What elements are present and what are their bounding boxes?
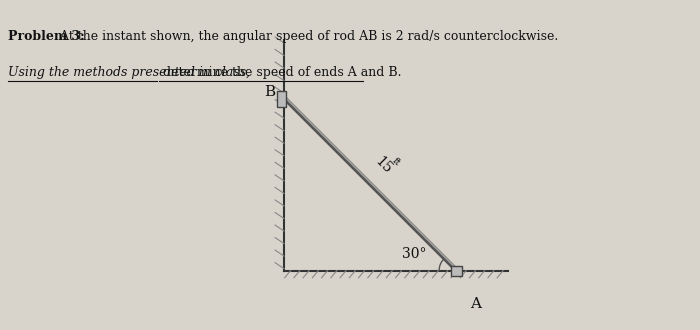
Text: B: B (265, 85, 276, 99)
FancyBboxPatch shape (451, 266, 462, 276)
Text: Using the methods presented in class,: Using the methods presented in class, (8, 66, 251, 79)
Text: 15: 15 (372, 154, 394, 176)
Text: 30°: 30° (402, 247, 426, 261)
Text: At the instant shown, the angular speed of rod AB is 2 rad/s counterclockwise.: At the instant shown, the angular speed … (56, 30, 559, 43)
FancyBboxPatch shape (277, 91, 286, 107)
Text: Problem 3:: Problem 3: (8, 30, 85, 43)
Text: determine the speed of ends A and B.: determine the speed of ends A and B. (159, 66, 401, 79)
Text: ft: ft (391, 156, 402, 168)
Text: A: A (470, 297, 481, 311)
